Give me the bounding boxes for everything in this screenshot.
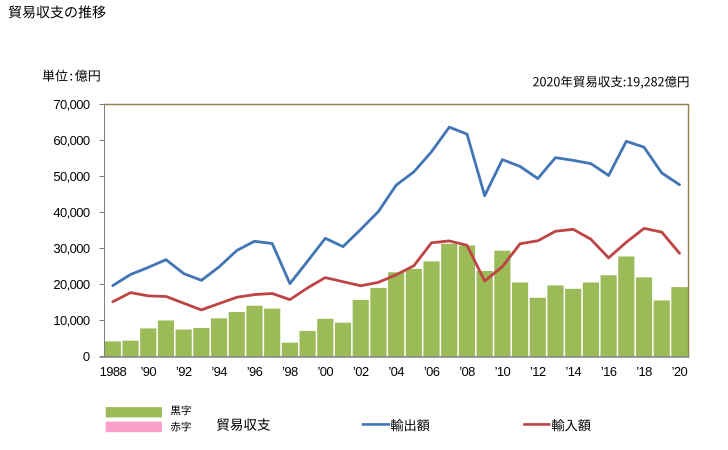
svg-text:50,000: 50,000 [53, 169, 90, 184]
svg-text:’16: ’16 [601, 364, 617, 379]
svg-text:40,000: 40,000 [53, 205, 90, 220]
svg-text:’94: ’94 [211, 364, 227, 379]
svg-text:’92: ’92 [176, 364, 192, 379]
svg-text:’06: ’06 [424, 364, 440, 379]
svg-text:1988: 1988 [100, 364, 127, 379]
svg-text:’98: ’98 [282, 364, 298, 379]
svg-text:’04: ’04 [388, 364, 404, 379]
svg-text:’18: ’18 [636, 364, 652, 379]
svg-text:’08: ’08 [459, 364, 475, 379]
svg-text:10,000: 10,000 [53, 313, 90, 328]
svg-text:’14: ’14 [565, 364, 581, 379]
svg-text:’12: ’12 [530, 364, 546, 379]
svg-text:’96: ’96 [247, 364, 263, 379]
svg-text:60,000: 60,000 [53, 133, 90, 148]
svg-text:20,000: 20,000 [53, 277, 90, 292]
svg-text:70,000: 70,000 [53, 97, 90, 112]
svg-text:30,000: 30,000 [53, 241, 90, 256]
svg-text:’90: ’90 [141, 364, 157, 379]
svg-text:’20: ’20 [672, 364, 688, 379]
svg-text:’10: ’10 [495, 364, 511, 379]
svg-text:’00: ’00 [318, 364, 334, 379]
svg-text:0: 0 [83, 349, 90, 364]
svg-text:’02: ’02 [353, 364, 369, 379]
